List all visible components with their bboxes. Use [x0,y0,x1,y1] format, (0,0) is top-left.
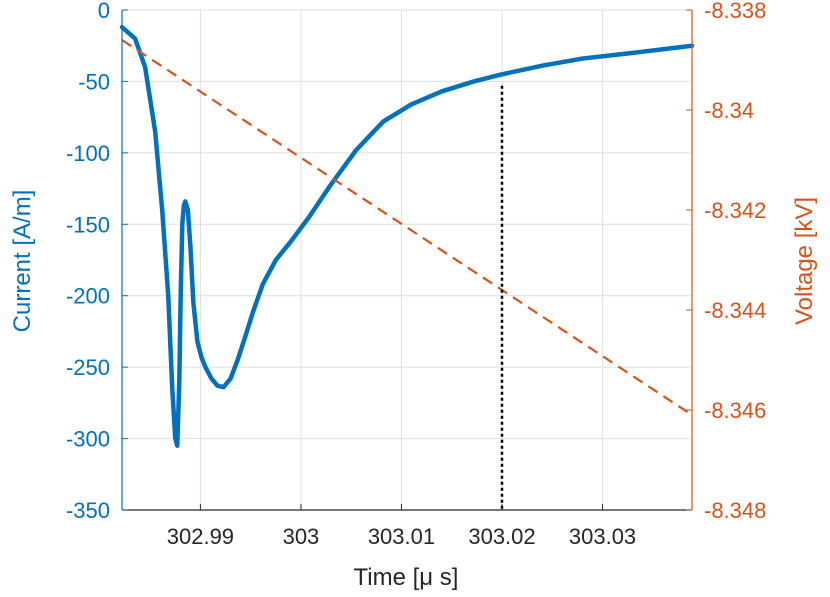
y-right-tick-label: -8.342 [704,198,766,223]
axes-layer [121,10,693,511]
y-axis-left-label: Current [A/m] [9,190,36,333]
voltage-series-line [121,39,693,416]
y-right-tick-label: -8.34 [704,98,754,123]
ticks-layer: 302.99 303 303.01 303.02 303.03 0 -50 -100 -150 -… [66,0,766,549]
x-tick-label: 303.02 [468,524,535,549]
y-axis-right-label: Voltage [kV] [791,197,818,325]
y-left-tick-label: -200 [66,284,110,309]
x-axis-label: Time [μ s] [354,564,459,591]
y-left-tick-label: -350 [66,498,110,523]
y-left-tick-label: -50 [78,69,110,94]
y-left-tick-label: -300 [66,427,110,452]
y-left-tick-label: -150 [66,212,110,237]
series-layer [119,24,695,510]
y-right-tick-label: -8.344 [704,298,766,323]
y-right-tick-label: -8.346 [704,398,766,423]
y-left-tick-label: -100 [66,141,110,166]
grid [122,9,692,511]
y-right-tick-label: -8.348 [704,498,766,523]
x-tick-label: 303 [283,524,320,549]
y-left-tick-label: -250 [66,355,110,380]
x-tick-label: 303.01 [368,524,435,549]
x-tick-label: 303.03 [569,524,636,549]
y-left-tick-label: 0 [98,0,110,23]
x-tick-label: 302.99 [167,524,234,549]
current-series-line [119,24,695,448]
y-right-tick-label: -8.338 [704,0,766,23]
